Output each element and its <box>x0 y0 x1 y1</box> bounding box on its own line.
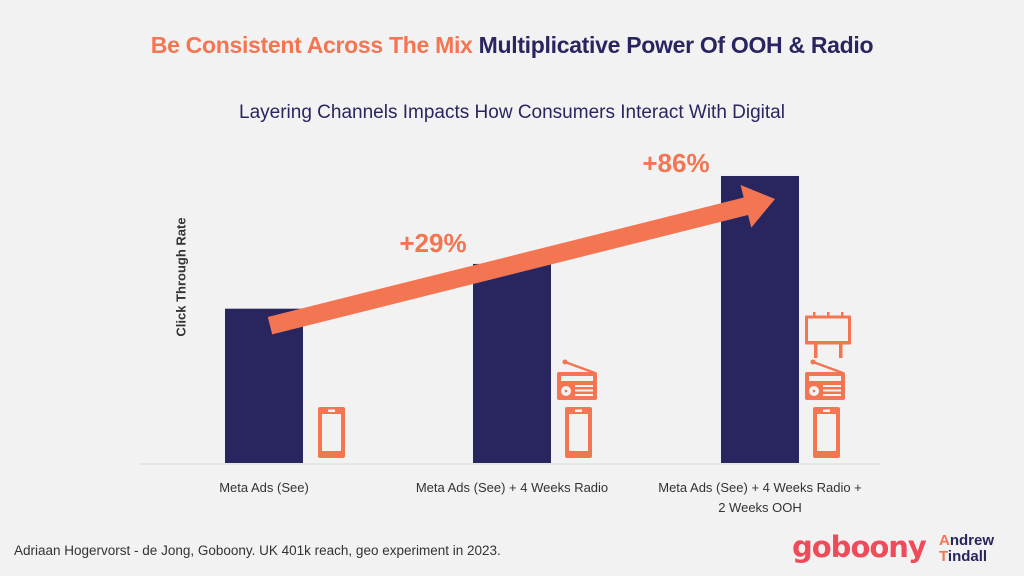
author-initial-t: T <box>939 548 948 565</box>
billboard-icon <box>805 312 851 358</box>
page-title: Be Consistent Across The Mix Multiplicat… <box>0 32 1024 59</box>
bar-2 <box>473 263 551 463</box>
author-first-name: ndrew <box>949 532 995 549</box>
trend-arrow <box>267 184 775 335</box>
x-tick-label-line: Meta Ads (See) + 4 Weeks Radio + <box>658 480 862 495</box>
radio-icon <box>557 359 597 400</box>
radio-icon <box>805 359 845 400</box>
phone-icon <box>565 407 592 458</box>
chart-title: Layering Channels Impacts How Consumers … <box>239 102 785 123</box>
annotation-1: +29% <box>399 228 466 258</box>
author-initial-a: A <box>939 532 950 549</box>
title-part-2: Multiplicative Power Of OOH & Radio <box>478 32 874 58</box>
x-tick-label-line: Meta Ads (See) + 4 Weeks Radio <box>415 480 609 495</box>
x-tick-label-line: Meta Ads (See) <box>219 480 309 495</box>
x-tick-label-2: Meta Ads (See) + 4 Weeks Radio <box>392 478 632 498</box>
goboony-logo: goboony <box>792 530 927 564</box>
phone-icon <box>813 407 840 458</box>
x-tick-label-line: 2 Weeks OOH <box>718 500 802 515</box>
title-part-1: Be Consistent Across The Mix <box>150 32 473 58</box>
author-logo: Andrew Tindall <box>939 533 994 565</box>
author-last-name: indall <box>947 548 988 565</box>
source-footnote: Adriaan Hogervorst - de Jong, Goboony. U… <box>14 543 501 558</box>
bar-3 <box>721 175 799 463</box>
annotation-2: +86% <box>642 148 709 178</box>
bar-1 <box>225 308 303 463</box>
x-tick-label-1: Meta Ads (See) <box>144 478 384 498</box>
x-tick-label-3: Meta Ads (See) + 4 Weeks Radio + 2 Weeks … <box>640 478 880 518</box>
phone-icon <box>318 407 345 458</box>
